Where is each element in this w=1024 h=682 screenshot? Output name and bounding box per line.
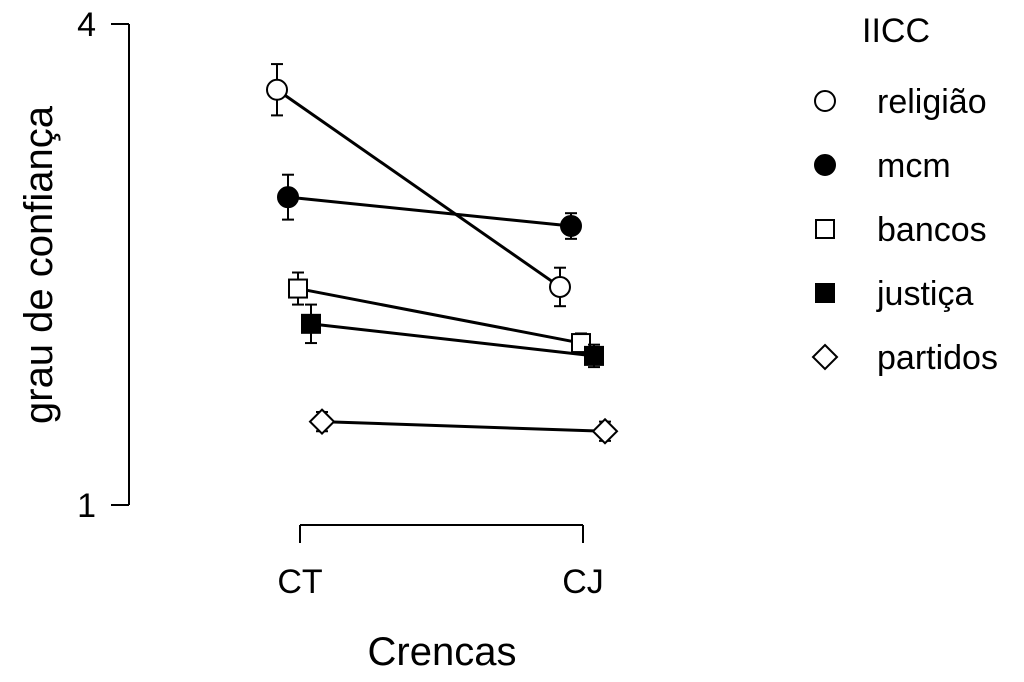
legend-label-justica: justiça	[876, 275, 973, 313]
series-line-mcm	[287, 195, 572, 228]
series-layer	[266, 63, 619, 445]
x-axis-title: Crencas	[368, 630, 517, 674]
point-religiao-ct	[266, 78, 288, 101]
series-line-bancos	[297, 287, 582, 345]
legend-marker-bancos	[815, 219, 835, 239]
point-partidos-ct	[308, 408, 336, 436]
legend-marker-religiao	[814, 90, 836, 112]
point-mcm-cj	[560, 215, 582, 238]
legend-item-mcm: mcm	[814, 147, 951, 185]
point-partidos-cj	[591, 417, 619, 445]
y-axis: 4 1 grau de confiança	[17, 6, 130, 525]
legend-marker-partidos	[811, 343, 839, 371]
series-religiao	[266, 63, 571, 308]
point-bancos-ct	[288, 278, 308, 299]
series-line-justica	[310, 322, 595, 358]
legend-item-justica: justiça	[815, 275, 973, 313]
point-religiao-cj	[549, 275, 571, 298]
legend-item-bancos: bancos	[815, 211, 987, 249]
legend-marker-justica	[815, 283, 835, 303]
series-line-partidos	[321, 420, 606, 433]
series-line-religiao	[276, 88, 561, 289]
legend-title: IICC	[862, 12, 930, 50]
series-bancos	[288, 271, 591, 354]
y-tick-label-bottom: 1	[77, 487, 96, 525]
legend-item-partidos: partidos	[811, 339, 998, 377]
point-justica-ct	[301, 313, 321, 334]
legend-marker-mcm	[814, 154, 836, 176]
series-justica	[301, 303, 604, 369]
series-partidos	[308, 408, 619, 445]
x-tick-label-ct: CT	[277, 563, 322, 601]
legend-item-religiao: religião	[814, 83, 987, 121]
legend-label-bancos: bancos	[877, 211, 987, 249]
point-mcm-ct	[277, 186, 299, 209]
legend-label-religiao: religião	[877, 83, 987, 121]
x-tick-label-cj: CJ	[562, 563, 604, 601]
series-mcm	[277, 173, 582, 240]
x-axis: CT CJ Crencas	[277, 524, 604, 674]
y-tick-label-top: 4	[77, 6, 96, 44]
legend-label-mcm: mcm	[877, 147, 951, 185]
legend-label-partidos: partidos	[877, 339, 998, 377]
point-justica-cj	[584, 345, 604, 366]
y-axis-title: grau de confiança	[17, 105, 61, 424]
legend: IICC religião mcm bancos justiça partidos	[811, 12, 998, 377]
